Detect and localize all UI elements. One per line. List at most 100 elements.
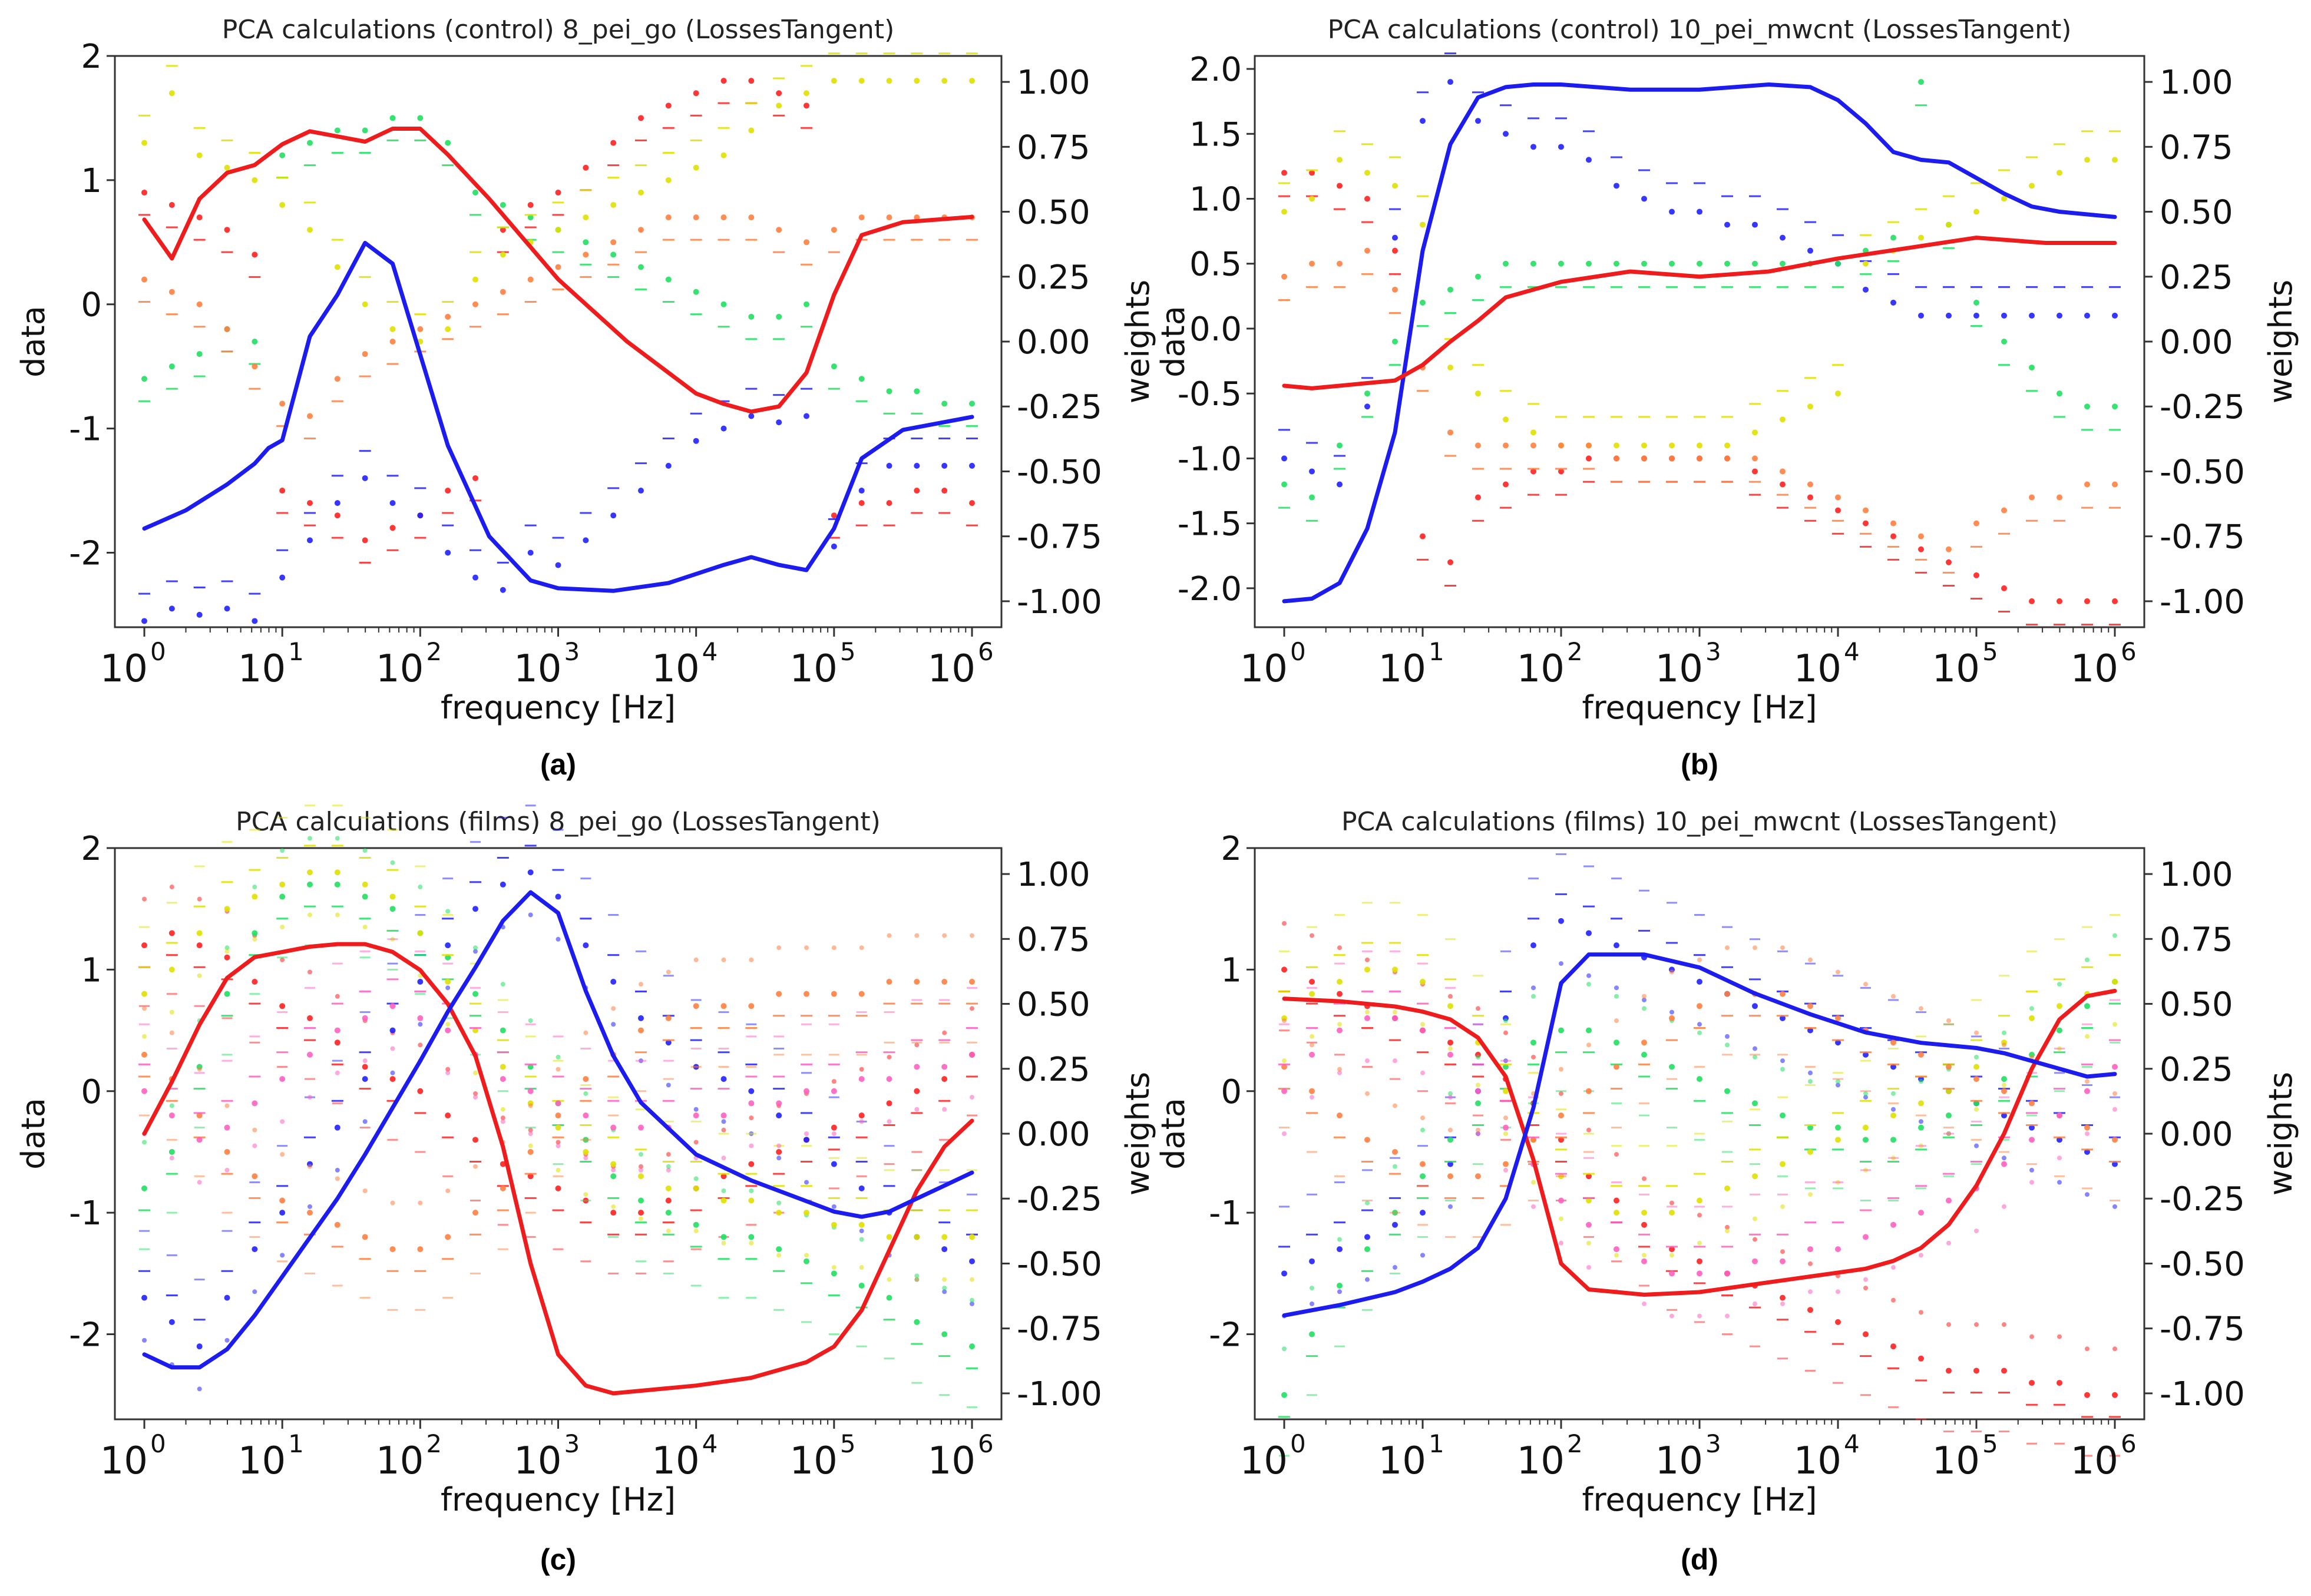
data-point (1946, 1240, 1951, 1246)
data-point (224, 164, 230, 171)
x-tick-base: 10 (1517, 1439, 1565, 1483)
data-point (473, 1091, 478, 1096)
data-point (252, 1127, 257, 1133)
data-markers (1278, 52, 2121, 626)
data-point (665, 1039, 672, 1046)
data-point (639, 982, 643, 987)
data-point (1697, 1240, 1702, 1246)
data-point (1503, 1161, 1509, 1167)
data-point (693, 1112, 699, 1119)
data-point (1807, 247, 1813, 254)
data-point (335, 994, 340, 999)
data-point (528, 1018, 533, 1024)
data-point (417, 512, 424, 519)
data-point (1725, 945, 1730, 951)
data-point (500, 289, 506, 295)
data-point (1919, 1310, 1923, 1315)
x-tick-base: 10 (1378, 1439, 1426, 1483)
data-point (1863, 1137, 1869, 1143)
data-point (196, 1137, 203, 1143)
data-point (776, 1143, 782, 1148)
data-point (252, 618, 258, 624)
data-point (527, 869, 534, 876)
data-point (1614, 1018, 1619, 1024)
data-point (1364, 403, 1370, 410)
data-point (914, 979, 920, 985)
data-point (970, 1006, 974, 1011)
data-point (390, 1046, 395, 1051)
data-point (1697, 442, 1702, 449)
data-point (555, 1124, 561, 1131)
data-point (362, 848, 368, 853)
data-point (1918, 1210, 1924, 1216)
data-point (2057, 1027, 2062, 1034)
data-point (1641, 455, 1647, 462)
data-point (1365, 1277, 1370, 1282)
data-point (1642, 1006, 1647, 1011)
data-point (2084, 481, 2090, 488)
data-point (362, 881, 368, 888)
data-point (1337, 1027, 1343, 1034)
y-tick-label-left: 2 (81, 38, 102, 76)
data-point (693, 214, 699, 221)
data-point (1586, 1027, 1592, 1034)
data-point (721, 1119, 726, 1124)
series-line-1 (142, 942, 974, 1396)
data-point (417, 979, 424, 985)
data-point (1918, 312, 1924, 319)
data-point (1863, 982, 1868, 987)
data-point (2112, 979, 2118, 985)
data-point (721, 1240, 726, 1246)
data-point (610, 512, 617, 519)
data-point (941, 1246, 948, 1253)
data-point (2084, 1392, 2090, 1398)
data-point (1641, 1039, 1647, 1046)
data-point (168, 363, 175, 370)
y-tick-label-right: 0.00 (1017, 323, 1090, 362)
data-point (886, 1294, 892, 1301)
data-point (969, 1234, 975, 1240)
data-point (941, 488, 948, 494)
data-point (1309, 991, 1315, 997)
data-point (1697, 1258, 1702, 1264)
data-point (804, 1088, 809, 1094)
data-point (583, 1091, 589, 1096)
y-tick-label-left: 0 (81, 286, 102, 325)
data-point (1309, 494, 1315, 501)
data-point (1724, 1088, 1730, 1094)
data-point (1946, 1018, 1951, 1024)
data-point (472, 189, 478, 196)
data-point (1669, 1009, 1674, 1015)
data-point (1641, 196, 1647, 202)
data-point (196, 152, 203, 158)
data-point (169, 1103, 174, 1108)
y-tick-label-left: -1 (1209, 1194, 1242, 1233)
data-point (2001, 1367, 2007, 1374)
data-point (1503, 131, 1509, 137)
data-point (2057, 1180, 2062, 1185)
data-point (583, 164, 589, 171)
data-point (2029, 1006, 2034, 1011)
data-point (942, 1289, 947, 1294)
data-point (335, 1167, 340, 1173)
data-point (858, 376, 865, 382)
data-point (2112, 403, 2118, 410)
y-tick-label-right: 0.75 (2160, 128, 2233, 167)
data-point (858, 1282, 865, 1289)
data-point (1364, 966, 1370, 973)
data-point (1973, 1064, 1979, 1070)
data-point (1559, 961, 1563, 966)
data-point (224, 1294, 230, 1301)
data-point (1669, 1253, 1674, 1258)
data-point (2029, 183, 2035, 189)
data-point (1808, 1070, 1813, 1075)
data-point (1946, 1197, 1952, 1204)
data-point (1281, 1064, 1287, 1070)
data-point (1697, 957, 1702, 962)
data-point (500, 1185, 506, 1191)
data-point (1835, 507, 1841, 514)
data-point (307, 1015, 313, 1021)
data-point (2057, 1112, 2062, 1119)
data-point (334, 127, 340, 134)
data-point (1808, 1079, 1813, 1084)
